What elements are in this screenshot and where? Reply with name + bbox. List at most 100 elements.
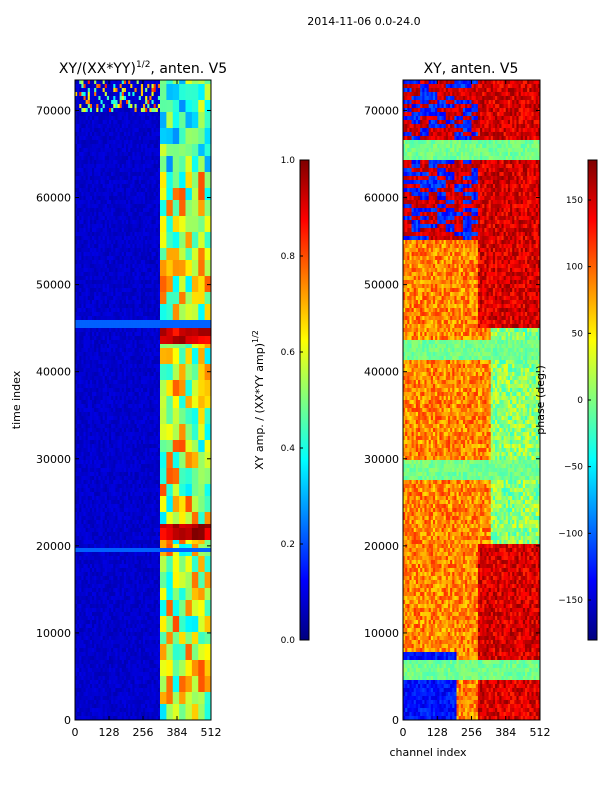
amplitude-cell [198, 84, 201, 89]
amplitude-cell [79, 152, 82, 157]
amplitude-cell [117, 160, 121, 165]
amplitude-cell [147, 328, 150, 333]
amplitude-cell [83, 308, 87, 313]
amplitude-cell [126, 84, 129, 89]
amplitude-cell [119, 104, 123, 109]
amplitude-cell [149, 132, 153, 137]
amplitude-cell [121, 80, 125, 85]
amplitude-cell [155, 180, 159, 185]
amplitude-cell [179, 380, 182, 385]
amplitude-cell [109, 152, 112, 157]
amplitude-cell [204, 316, 208, 321]
amplitude-cell [172, 184, 176, 189]
amplitude-cell [79, 388, 82, 393]
amplitude-cell [200, 116, 204, 121]
amplitude-cell [128, 80, 131, 85]
amplitude-cell [104, 340, 108, 345]
amplitude-cell [194, 376, 197, 381]
amplitude-cell [130, 340, 133, 345]
amplitude-cell [106, 284, 110, 289]
amplitude-cell [200, 252, 204, 257]
amplitude-cell [134, 360, 138, 365]
amplitude-cell [164, 356, 167, 361]
amplitude-cell [100, 360, 104, 365]
amplitude-cell [149, 148, 153, 153]
amplitude-cell [157, 308, 161, 313]
amplitude-cell [132, 188, 136, 193]
amplitude-cell [100, 168, 104, 173]
amplitude-cell [96, 160, 99, 165]
amplitude-cell [204, 136, 208, 141]
amplitude-cell [157, 352, 161, 357]
amplitude-cell [119, 272, 123, 277]
amplitude-cell [196, 240, 199, 245]
amplitude-cell [191, 208, 195, 213]
amplitude-cell [181, 304, 184, 309]
amplitude-cell [143, 332, 146, 337]
amplitude-cell [81, 336, 85, 341]
amplitude-cell [126, 252, 129, 257]
amplitude-cell [206, 360, 210, 365]
amplitude-cell [102, 88, 106, 93]
amplitude-cell [164, 296, 167, 301]
amplitude-cell [132, 252, 136, 257]
amplitude-cell [132, 348, 136, 353]
amplitude-cell [164, 96, 167, 101]
amplitude-cell [130, 152, 133, 157]
amplitude-cell [81, 184, 85, 189]
amplitude-cell [126, 244, 129, 249]
amplitude-cell [119, 268, 123, 273]
amplitude-cell [98, 104, 102, 109]
amplitude-cell [187, 264, 191, 269]
amplitude-cell [92, 212, 95, 217]
amplitude-cell [157, 152, 161, 157]
amplitude-cell [104, 120, 108, 125]
amplitude-cell [106, 356, 110, 361]
amplitude-cell [202, 228, 206, 233]
amplitude-cell [87, 80, 91, 85]
amplitude-cell [174, 84, 178, 89]
amplitude-cell [206, 352, 210, 357]
amplitude-cell [134, 320, 138, 325]
amplitude-cell [206, 96, 210, 101]
amplitude-cell [85, 176, 89, 181]
amplitude-cell [200, 244, 204, 249]
amplitude-cell [111, 172, 114, 177]
amplitude-cell [85, 180, 89, 185]
amplitude-cell [100, 268, 104, 273]
amplitude-cell [134, 312, 138, 317]
amplitude-cell [194, 344, 197, 349]
amplitude-cell [121, 384, 125, 389]
amplitude-cell [183, 120, 187, 125]
amplitude-cell [204, 220, 208, 225]
amplitude-cell [87, 216, 91, 221]
amplitude-cell [92, 236, 95, 241]
amplitude-cell [83, 172, 87, 177]
amplitude-cell [168, 108, 172, 113]
amplitude-cell [202, 152, 206, 157]
amplitude-cell [109, 252, 112, 257]
amplitude-cell [94, 120, 97, 125]
amplitude-cell [168, 192, 172, 197]
amplitude-cell [79, 140, 82, 145]
amplitude-cell [89, 376, 93, 381]
amplitude-cell [155, 280, 159, 285]
amplitude-cell [145, 360, 148, 365]
amplitude-cell [113, 212, 116, 217]
amplitude-cell [181, 192, 184, 197]
amplitude-cell [104, 316, 108, 321]
amplitude-cell [136, 204, 140, 209]
amplitude-cell [106, 212, 110, 217]
amplitude-cell [143, 316, 146, 321]
amplitude-cell [151, 140, 155, 145]
amplitude-cell [196, 120, 199, 125]
amplitude-cell [206, 272, 210, 277]
amplitude-cell [181, 320, 184, 325]
amplitude-cell [206, 176, 210, 181]
amplitude-cell [128, 128, 131, 133]
amplitude-cell [115, 316, 119, 321]
amplitude-cell [181, 204, 184, 209]
amplitude-cell [100, 328, 104, 333]
amplitude-cell [174, 240, 178, 245]
amplitude-cell [77, 92, 80, 97]
